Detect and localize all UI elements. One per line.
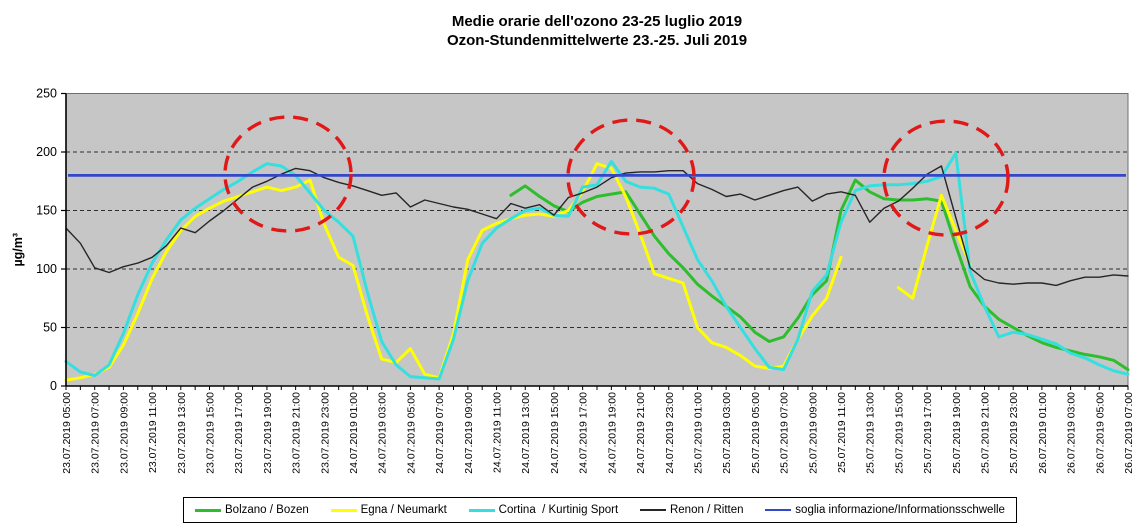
chart-title-line2: Ozon-Stundenmittelwerte 23.-25. Juli 201… <box>446 32 748 49</box>
x-tick-label: 24.07.2019 11:00 <box>492 392 504 473</box>
x-tick-label: 25.07.2019 17:00 <box>922 392 934 474</box>
y-axis-title: µg/m³ <box>11 233 25 267</box>
x-tick-label: 25.07.2019 13:00 <box>865 392 877 474</box>
y-tick-label: 200 <box>36 145 57 159</box>
chart-title: Medie orarie dell'ozono 23-25 luglio 201… <box>66 12 1128 50</box>
x-tick-label: 25.07.2019 19:00 <box>951 392 963 474</box>
egna-line-swatch-icon <box>330 508 357 512</box>
y-tick-label: 100 <box>36 262 57 276</box>
highlight-ellipse <box>882 119 1010 237</box>
x-tick-label: 24.07.2019 21:00 <box>635 392 647 474</box>
x-tick-label: 24.07.2019 13:00 <box>520 392 532 474</box>
x-tick-label: 23.07.2019 07:00 <box>90 392 102 474</box>
x-tick-label: 23.07.2019 13:00 <box>176 392 188 474</box>
x-tick-label: 24.07.2019 23:00 <box>664 392 676 474</box>
plot-area <box>65 93 1129 387</box>
x-tick-label: 24.07.2019 15:00 <box>549 392 561 474</box>
chart-title-line1: Medie orarie dell'ozono 23-25 luglio 201… <box>451 13 743 30</box>
legend-item-bolzano: Bolzano / Bozen <box>195 504 309 516</box>
cortina-line-swatch-icon <box>468 508 495 512</box>
x-tick-label: 25.07.2019 15:00 <box>893 392 905 474</box>
line-renon <box>65 165 1129 287</box>
x-tick-label: 23.07.2019 17:00 <box>233 392 245 474</box>
legend-label-bolzano: Bolzano / Bozen <box>225 504 309 516</box>
line-egna <box>896 193 972 300</box>
y-tick-label: 0 <box>50 379 57 393</box>
x-tick-label: 26.07.2019 01:00 <box>1037 392 1049 474</box>
x-tick-label: 24.07.2019 05:00 <box>405 392 417 474</box>
x-tick-label: 25.07.2019 03:00 <box>721 392 733 474</box>
renon-line-swatch-icon <box>639 509 666 511</box>
x-tick-label: 24.07.2019 07:00 <box>434 392 446 474</box>
legend-label-cortina: Cortina / Kurtinig Sport <box>498 504 619 516</box>
threshold-line-swatch-icon <box>765 509 792 511</box>
legend-item-threshold: soglia informazione/Informationsschwelle <box>765 504 1005 516</box>
legend-item-renon: Renon / Ritten <box>639 504 744 516</box>
x-tick-label: 24.07.2019 17:00 <box>578 392 590 474</box>
x-tick-label: 26.07.2019 03:00 <box>1066 392 1078 474</box>
legend: Bolzano / Bozen Egna / Neumarkt Cortina … <box>183 497 1017 523</box>
x-tick-label: 23.07.2019 23:00 <box>319 392 331 474</box>
y-tick-label: 150 <box>36 204 57 218</box>
x-tick-label: 25.07.2019 01:00 <box>692 392 704 474</box>
legend-item-cortina: Cortina / Kurtinig Sport <box>468 504 619 516</box>
x-tick-label: 26.07.2019 07:00 <box>1123 392 1135 474</box>
highlight-ellipse <box>223 115 353 233</box>
legend-item-egna: Egna / Neumarkt <box>330 504 447 516</box>
highlight-ellipse <box>566 118 696 236</box>
x-tick-label: 25.07.2019 05:00 <box>750 392 762 474</box>
line-cortina <box>64 151 1130 381</box>
bolzano-line-swatch-icon <box>195 508 221 512</box>
legend-label-threshold: soglia informazione/Informationsschwelle <box>795 504 1005 516</box>
x-tick-label: 23.07.2019 11:00 <box>147 392 159 473</box>
x-tick-label: 25.07.2019 11:00 <box>836 392 848 473</box>
legend-label-renon: Renon / Ritten <box>669 504 744 516</box>
x-tick-label: 23.07.2019 15:00 <box>205 392 217 474</box>
x-tick-label: 23.07.2019 19:00 <box>262 392 274 474</box>
x-tick-label: 25.07.2019 07:00 <box>779 392 791 474</box>
x-tick-label: 24.07.2019 09:00 <box>463 392 475 474</box>
x-tick-label: 24.07.2019 01:00 <box>348 392 360 474</box>
x-tick-label: 23.07.2019 09:00 <box>118 392 130 474</box>
x-tick-label: 24.07.2019 03:00 <box>377 392 389 474</box>
x-tick-label: 25.07.2019 09:00 <box>807 392 819 474</box>
x-tick-label: 25.07.2019 21:00 <box>979 392 991 474</box>
x-tick-label: 23.07.2019 05:00 <box>61 392 73 474</box>
x-tick-label: 23.07.2019 21:00 <box>291 392 303 474</box>
legend-label-egna: Egna / Neumarkt <box>360 504 447 516</box>
x-tick-label: 24.07.2019 19:00 <box>606 392 618 474</box>
y-tick-label: 250 <box>36 87 57 101</box>
x-tick-label: 26.07.2019 05:00 <box>1094 392 1106 474</box>
x-tick-label: 25.07.2019 23:00 <box>1008 392 1020 474</box>
y-tick-label: 50 <box>43 321 57 335</box>
